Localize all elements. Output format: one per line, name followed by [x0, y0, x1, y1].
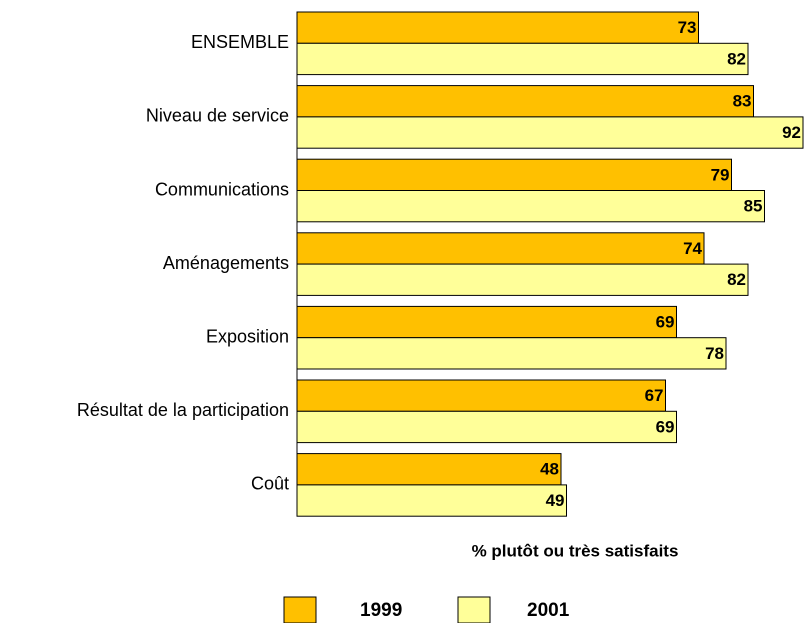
value-label: 69	[656, 313, 675, 332]
y-tick-label: Aménagements	[163, 253, 289, 273]
value-label: 79	[711, 165, 730, 184]
y-tick-label: ENSEMBLE	[191, 32, 289, 52]
legend-swatch	[457, 596, 491, 623]
y-tick-label: Coût	[251, 474, 289, 494]
bar	[296, 453, 562, 486]
value-label: 74	[683, 239, 702, 258]
value-label: 69	[656, 417, 675, 436]
value-label: 85	[744, 197, 763, 216]
bar	[296, 410, 677, 444]
bar	[296, 42, 749, 76]
value-label: 83	[733, 92, 752, 111]
value-label: 82	[727, 49, 746, 68]
legend-label: 1999	[360, 600, 402, 621]
y-tick-label: Niveau de service	[146, 106, 289, 126]
value-label: 92	[782, 123, 801, 142]
bar	[296, 158, 732, 191]
value-label: 49	[546, 491, 565, 510]
bar	[296, 190, 765, 223]
legend-swatch	[283, 596, 317, 623]
y-tick-label: Résultat de la participation	[77, 400, 289, 420]
x-axis-label: % plutôt ou très satisfaits	[472, 541, 679, 560]
value-label: 48	[540, 460, 559, 479]
bar	[296, 337, 727, 370]
bar	[296, 85, 754, 118]
value-label: 82	[727, 270, 746, 289]
value-label: 73	[678, 18, 697, 37]
y-tick-label: Communications	[155, 179, 289, 199]
value-label: 78	[705, 344, 724, 363]
bar	[296, 232, 705, 265]
bar	[296, 379, 666, 412]
value-label: 67	[645, 386, 664, 405]
legend-label: 2001	[527, 600, 570, 621]
y-tick-label: Exposition	[206, 326, 289, 346]
bar	[296, 11, 699, 44]
bar	[296, 305, 677, 339]
bar	[296, 484, 567, 517]
bar	[296, 116, 804, 149]
bar	[296, 263, 749, 296]
